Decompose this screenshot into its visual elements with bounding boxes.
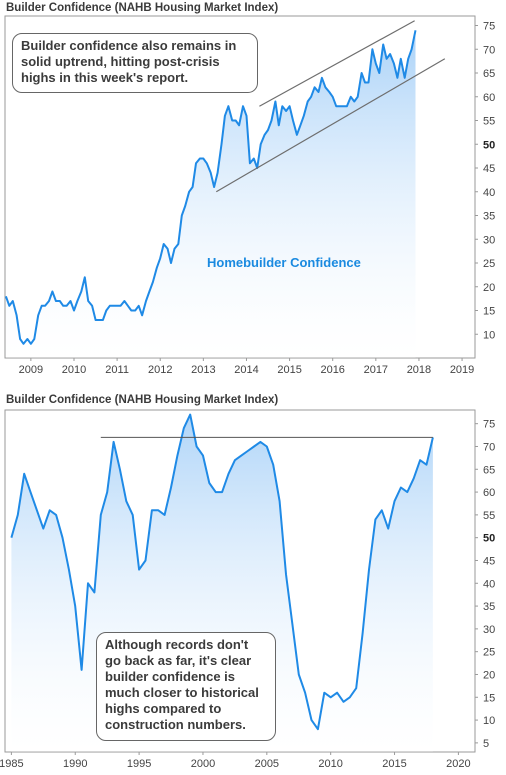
- chart-1-y-tick-label: 65: [483, 68, 495, 80]
- chart-1-y-tick-label: 10: [483, 329, 495, 341]
- chart-1-y-tick-label: 45: [483, 163, 495, 175]
- chart-1-y-tick-label: 35: [483, 211, 495, 223]
- chart-2-y-tick-label: 55: [483, 510, 495, 522]
- chart-1-x-tick-label: 2014: [234, 364, 258, 376]
- chart-2-y-tick-label: 5: [483, 738, 489, 750]
- chart-2-y-tick-label: 15: [483, 692, 495, 704]
- chart-2-x-tick-label: 1985: [0, 758, 24, 770]
- chart-2-series-line: [10, 413, 434, 731]
- chart-2-y-tick-label: 25: [483, 647, 495, 659]
- chart-1-y-tick-label: 75: [483, 21, 495, 33]
- chart-1-x-tick-label: 2009: [19, 364, 43, 376]
- chart-1-y-tick-label: 70: [483, 44, 495, 56]
- chart-1-x-tick-label: 2016: [320, 364, 344, 376]
- chart-1-y-tick-label: 50: [483, 139, 495, 151]
- chart-1-y-tick-label: 60: [483, 92, 495, 104]
- chart-1-x-tick-label: 2017: [364, 364, 388, 376]
- chart-1-x-tick-label: 2019: [450, 364, 474, 376]
- chart-1-trendline-1: [259, 20, 415, 107]
- chart-2-y-tick-label: 60: [483, 487, 495, 499]
- chart-1-x-tick-label: 2018: [407, 364, 431, 376]
- chart-2-y-tick-label: 30: [483, 624, 495, 636]
- chart-2-y-tick-label: 50: [483, 533, 495, 545]
- chart-1-x-tick-label: 2015: [277, 364, 301, 376]
- chart-2-title: Builder Confidence (NAHB Housing Market …: [6, 394, 279, 406]
- chart-1-trendline-2: [215, 58, 446, 193]
- chart-1-y-tick-label: 55: [483, 116, 495, 128]
- chart-2-y-tick-label: 70: [483, 441, 495, 453]
- chart-2-y-tick-label: 40: [483, 578, 495, 590]
- chart-1-y-tick-label: 40: [483, 187, 495, 199]
- chart-1-y-tick-label: 20: [483, 282, 495, 294]
- chart-2-x-tick-label: 2005: [255, 758, 279, 770]
- chart-2-x-tick-label: 2015: [382, 758, 406, 770]
- chart-1-area-fill: [5, 30, 416, 359]
- chart-1-y-tick-label: 25: [483, 258, 495, 270]
- chart-2-y-tick-label: 35: [483, 601, 495, 613]
- chart-1-annotation: Builder confidence also remains in solid…: [12, 33, 258, 93]
- chart-2-y-tick-label: 75: [483, 419, 495, 431]
- chart-2-x-tick-label: 1995: [127, 758, 151, 770]
- chart-1-y-tick-label: 30: [483, 234, 495, 246]
- chart-2-y-tick-label: 20: [483, 669, 495, 681]
- chart-1-x-tick-label: 2012: [148, 364, 172, 376]
- chart-2-x-tick-label: 2020: [446, 758, 470, 770]
- chart-2-y-tick-label: 10: [483, 715, 495, 727]
- chart-2-x-tick-label: 2000: [191, 758, 215, 770]
- chart-2-annotation: Although records don't go back as far, i…: [96, 632, 276, 741]
- chart-1-series-line: [4, 30, 417, 345]
- chart-1-x-tick-label: 2011: [105, 364, 129, 376]
- chart-1-x-tick-label: 2013: [191, 364, 215, 376]
- chart-1-y-tick-label: 15: [483, 306, 495, 318]
- chart-1-title: Builder Confidence (NAHB Housing Market …: [6, 2, 279, 14]
- chart-1-x-tick-label: 2010: [62, 364, 86, 376]
- chart-2-x-tick-label: 2010: [318, 758, 342, 770]
- chart-2-x-tick-label: 1990: [63, 758, 87, 770]
- chart-2-y-tick-label: 65: [483, 464, 495, 476]
- chart-2-y-tick-label: 45: [483, 555, 495, 567]
- chart-1-series-label: Homebuilder Confidence: [207, 255, 361, 270]
